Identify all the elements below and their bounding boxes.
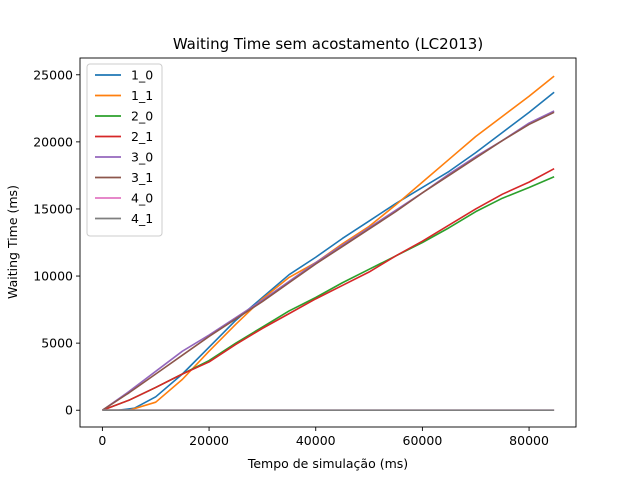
series-line-1_0	[102, 91, 555, 412]
x-tick-label: 60000	[403, 433, 443, 448]
y-axis-label: Waiting Time (ms)	[5, 185, 20, 299]
legend-label-1_1: 1_1	[131, 88, 153, 103]
legend-box	[86, 63, 163, 237]
x-tick-label: 0	[98, 433, 106, 448]
x-axis-label: Tempo de simulação (ms)	[247, 456, 408, 471]
plot-frame	[79, 57, 577, 428]
x-tick-label: 80000	[509, 433, 549, 448]
chart-title: Waiting Time sem acostamento (LC2013)	[173, 35, 483, 53]
legend-label-1_0: 1_0	[131, 68, 153, 83]
series-line-3_0	[101, 110, 555, 411]
y-tick-label: 5000	[41, 336, 73, 351]
legend-label-4_1: 4_1	[131, 211, 153, 226]
x-tick-label: 40000	[296, 433, 336, 448]
x-tick-label: 20000	[189, 433, 229, 448]
legend: 1_0 1_1 2_0 2_1 3_0 3_1 4_0 4_1	[86, 63, 163, 237]
y-tick-label: 20000	[33, 134, 73, 149]
series-line-2_1	[102, 167, 555, 411]
legend-label-4_0: 4_0	[131, 191, 153, 206]
y-tick-label: 0	[65, 403, 73, 418]
y-tick-label: 10000	[33, 269, 73, 284]
series-line-3_1	[101, 111, 555, 411]
legend-label-2_0: 2_0	[131, 109, 153, 124]
axes-layer: 0 20000 40000 60000 80000 0 5000 10000 15000 2000…	[33, 57, 577, 448]
y-tick-label: 15000	[33, 201, 73, 216]
y-tick-label: 25000	[33, 67, 73, 82]
legend-label-2_1: 2_1	[131, 129, 153, 144]
legend-label-3_0: 3_0	[131, 150, 153, 165]
legend-label-3_1: 3_1	[131, 170, 153, 185]
series-line-2_0	[102, 176, 555, 411]
series-layer	[101, 75, 555, 412]
